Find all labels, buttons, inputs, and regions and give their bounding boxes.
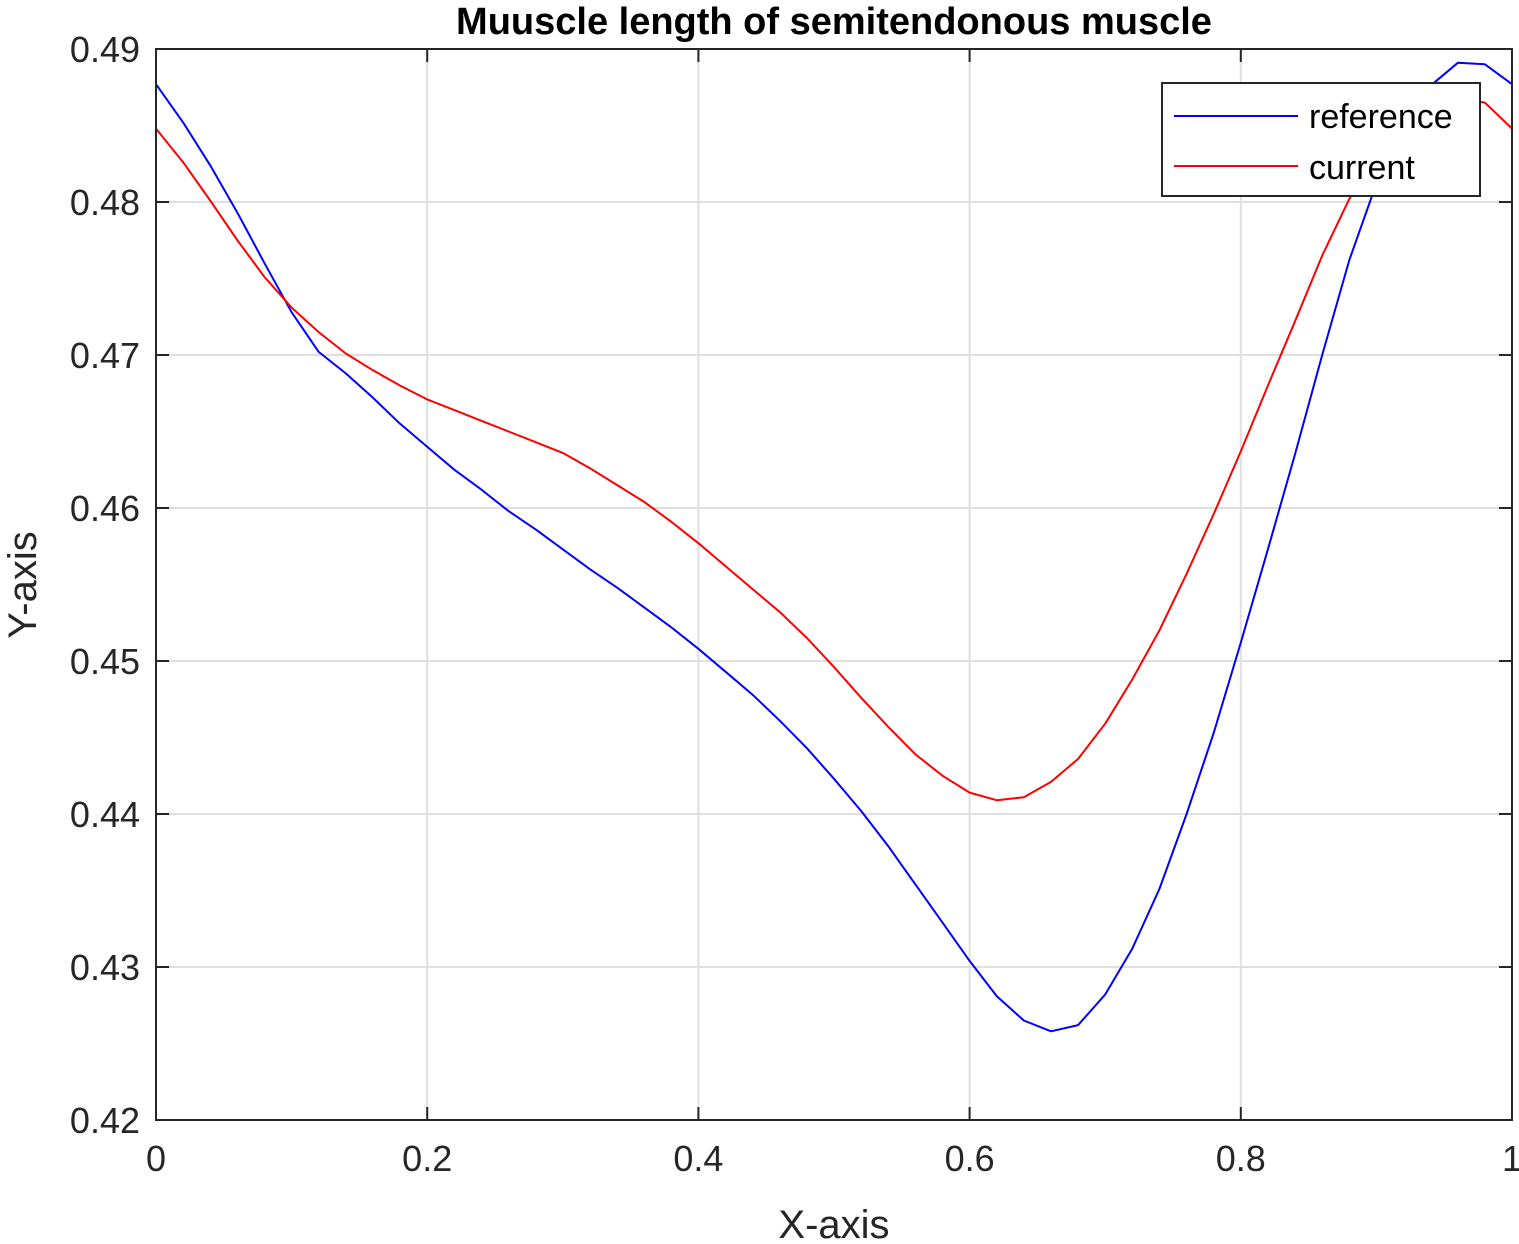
x-tick-label: 0.8 [1216, 1138, 1266, 1179]
plot-background [156, 49, 1512, 1120]
x-tick-label: 0 [146, 1138, 166, 1179]
series-lines [155, 61, 1513, 1033]
legend-label-current: current [1309, 149, 1415, 187]
legend-box [1161, 82, 1481, 197]
series-line-reference [155, 61, 1513, 1033]
x-tick-label: 0.6 [945, 1138, 995, 1179]
y-tick-label: 0.48 [70, 182, 140, 223]
x-axis-label: X-axis [778, 1203, 889, 1244]
x-tick-label: 0.2 [402, 1138, 452, 1179]
chart-title: Muuscle length of semitendonous muscle [456, 1, 1212, 43]
legend-label-reference: reference [1309, 98, 1453, 136]
y-tick-label: 0.45 [70, 641, 140, 682]
axis-ticks [155, 48, 1513, 1121]
legend: reference current [1161, 82, 1481, 197]
x-tick-label: 1 [1502, 1138, 1519, 1179]
y-tick-label: 0.46 [70, 488, 140, 529]
y-tick-label: 0.47 [70, 335, 140, 376]
plot-frame [155, 48, 1513, 1121]
y-tick-label: 0.44 [70, 794, 140, 835]
y-axis-label: Y-axis [1, 531, 45, 638]
y-tick-label: 0.43 [70, 947, 140, 988]
grid-lines [156, 49, 1512, 1120]
axis-tick-labels: 0 0.2 0.4 0.6 0.8 1 0.42 0.43 0.44 0.45 0.46 0.47 0.… [70, 29, 1519, 1179]
y-tick-label: 0.49 [70, 29, 140, 70]
x-tick-label: 0.4 [673, 1138, 723, 1179]
series-line-current [155, 97, 1513, 802]
y-tick-label: 0.42 [70, 1100, 140, 1141]
